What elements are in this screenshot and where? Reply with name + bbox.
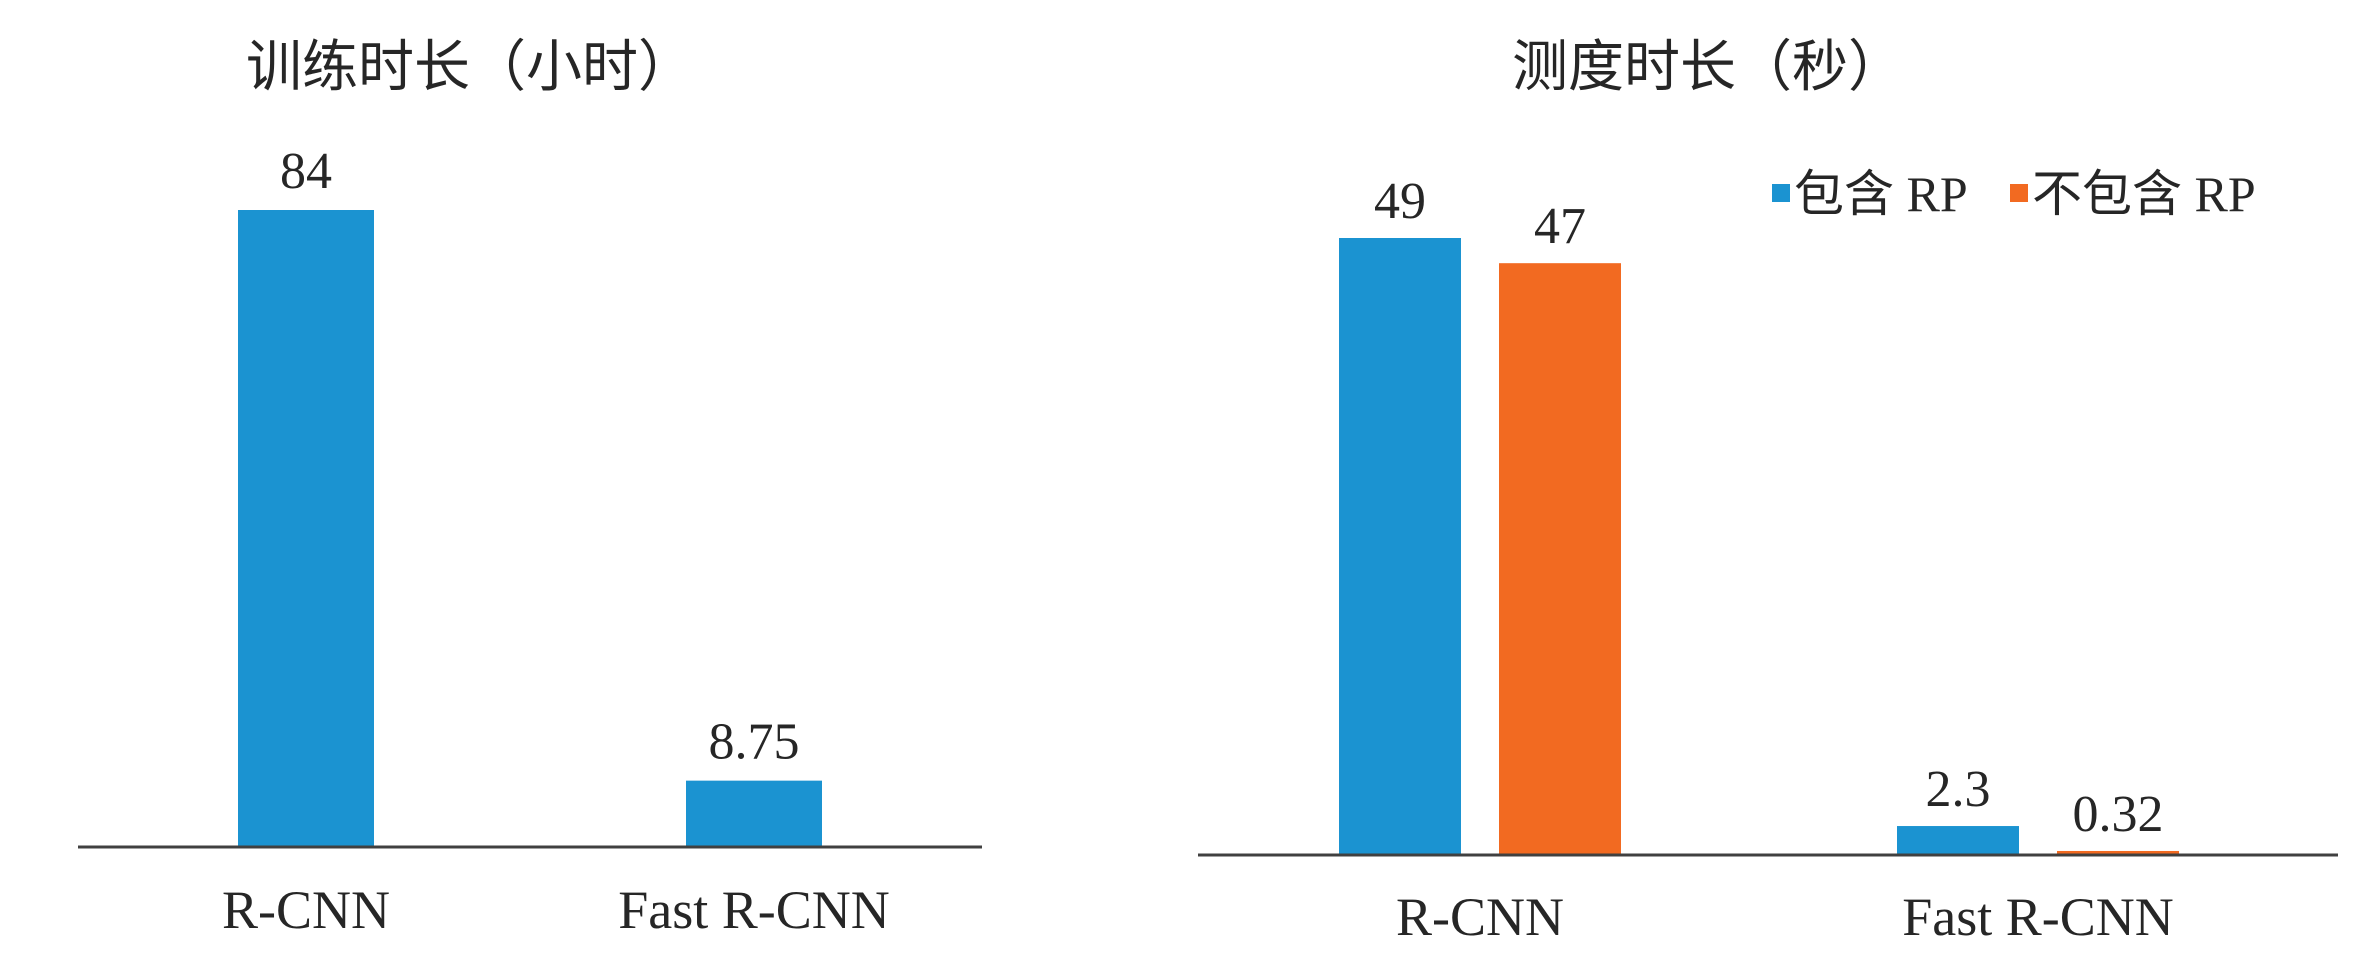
training-time-chart: 训练时长（小时） 84 8.75 R-CNN Fast R-CNN — [78, 37, 982, 940]
test-time-chart: 测度时长（秒） 49 47 2.3 0.32 R-CNN Fast R-CNN … — [1198, 37, 2338, 947]
test-bar-fast-rcnn-with-rp — [1897, 826, 2019, 855]
training-category-label-rcnn: R-CNN — [222, 880, 390, 940]
legend-label-with-rp: 包含 RP — [1794, 166, 1968, 222]
training-bar-fast-rcnn — [686, 780, 822, 847]
test-legend: 包含 RP 不包含 RP — [1772, 166, 2256, 222]
test-value-label-fast-rcnn-without-rp: 0.32 — [2073, 786, 2164, 843]
legend-swatch-with-rp — [1772, 184, 1790, 202]
test-bar-rcnn-with-rp — [1339, 238, 1461, 855]
training-value-label-fast-rcnn: 8.75 — [709, 714, 800, 771]
test-category-label-rcnn: R-CNN — [1396, 887, 1564, 947]
legend-swatch-without-rp — [2010, 184, 2028, 202]
test-category-label-fast-rcnn: Fast R-CNN — [1902, 887, 2174, 947]
training-bar-rcnn — [238, 210, 374, 847]
test-value-label-fast-rcnn-with-rp: 2.3 — [1926, 761, 1991, 818]
test-bar-fast-rcnn-without-rp — [2057, 850, 2179, 855]
test-chart-title: 测度时长（秒） — [1512, 37, 1904, 99]
test-value-label-rcnn-without-rp: 47 — [1534, 198, 1586, 255]
test-value-label-rcnn-with-rp: 49 — [1374, 173, 1426, 230]
training-chart-title: 训练时长（小时） — [246, 37, 694, 99]
test-bar-rcnn-without-rp — [1499, 263, 1621, 855]
legend-label-without-rp: 不包含 RP — [2032, 166, 2256, 222]
training-value-label-rcnn: 84 — [280, 143, 332, 200]
training-category-label-fast-rcnn: Fast R-CNN — [618, 880, 890, 940]
